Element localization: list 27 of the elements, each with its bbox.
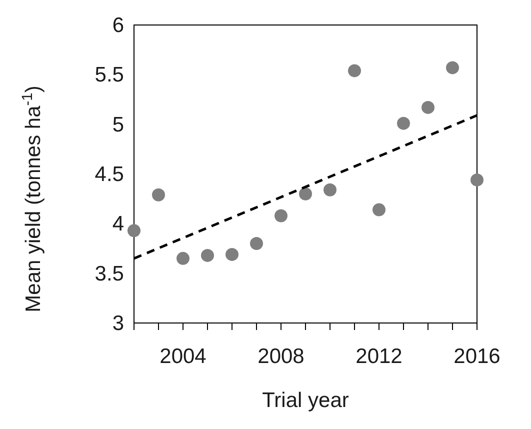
x-tick-label: 2008 <box>258 345 304 368</box>
point <box>348 64 361 78</box>
point <box>152 188 165 202</box>
point <box>446 61 459 74</box>
y-tick-label: 4 <box>112 212 124 236</box>
point <box>299 187 312 200</box>
x-axis-title: Trial year <box>262 389 349 412</box>
y-tick-label: 6 <box>112 14 124 37</box>
point <box>470 173 484 186</box>
y-tick-label: 5.5 <box>94 64 124 87</box>
point <box>397 116 410 130</box>
x-tick-label: 2004 <box>160 345 207 368</box>
x-tick-label: 2016 <box>454 345 500 368</box>
y-tick-label: 4.5 <box>94 163 124 186</box>
y-tick-label: 3.5 <box>94 262 124 286</box>
point <box>324 183 336 196</box>
point <box>274 209 288 222</box>
point <box>250 237 263 250</box>
point <box>176 252 190 265</box>
y-tick-label: 5 <box>112 113 124 136</box>
point <box>128 224 140 238</box>
point <box>201 248 214 262</box>
point <box>372 203 386 216</box>
x-tick-label: 2012 <box>356 345 402 368</box>
y-tick-label: 3 <box>112 312 124 335</box>
point <box>226 248 238 261</box>
point <box>422 100 434 114</box>
